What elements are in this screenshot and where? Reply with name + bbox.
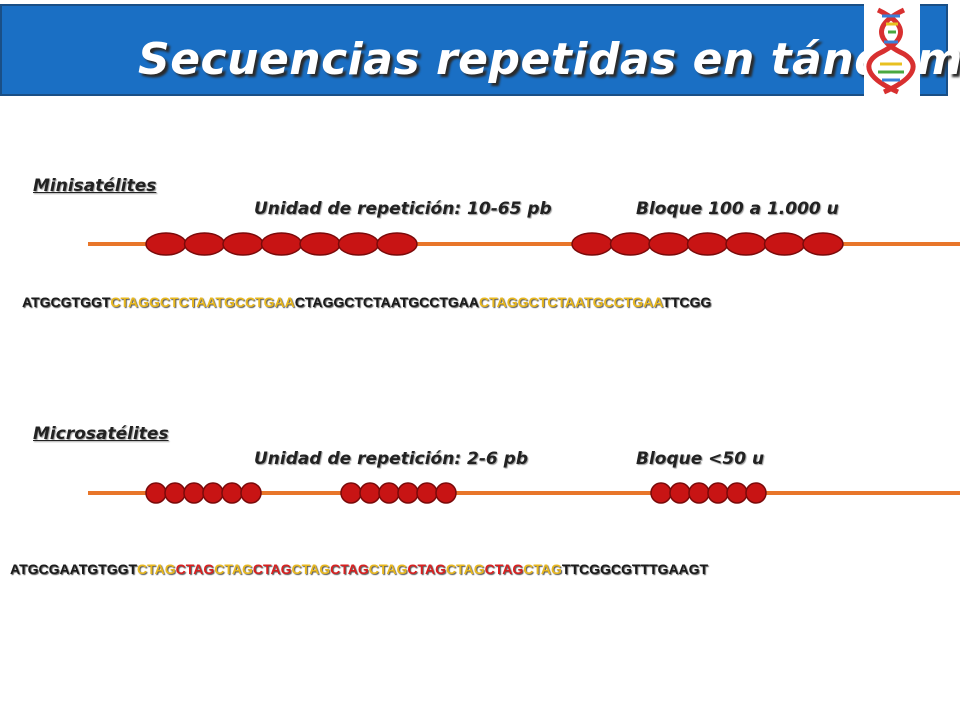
microsatellites-sequence: ATGCGAATGTGGTCTAGCTAGCTAGCTAGCTAGCTAGCTA…: [10, 561, 708, 577]
microsatellites-sequence-segment: CTAG: [484, 561, 524, 577]
microsatellites-repeat-unit: [378, 482, 400, 504]
microsatellites-sequence-segment: CTAG: [214, 561, 253, 577]
microsatellites-repeat-unit: [669, 482, 691, 504]
microsatellites-repeat-unit: [650, 482, 672, 504]
microsatellites-label: Microsatélites: [33, 424, 169, 444]
minisatellites-sequence: ATGCGTGGTCTAGGCTCTAATGCCTGAACTAGGCTCTAAT…: [22, 294, 711, 310]
microsatellites-sequence-segment: CTAG: [252, 561, 292, 577]
microsatellites-repeat-unit: [707, 482, 729, 504]
minisatellites-repeat-unit: [376, 232, 418, 256]
minisatellites-sequence-segment: CTAGGCTCTAATGCCTGAA: [294, 294, 480, 310]
minisatellites-sequence-segment: TTCGG: [662, 294, 712, 310]
minisatellites-block-label: Bloque 100 a 1.000 u: [636, 199, 839, 219]
microsatellites-repeat-unit: [221, 482, 243, 504]
microsatellites-sequence-segment: CTAG: [407, 561, 447, 577]
title-banner: [0, 4, 948, 96]
microsatellites-sequence-segment: CTAG: [330, 561, 369, 577]
dna-helix-icon: [864, 4, 920, 96]
microsatellites-block-label: Bloque <50 u: [636, 449, 765, 469]
page-title: Secuencias repetidas en tándem: [138, 34, 960, 85]
microsatellites-sequence-segment: CTAG: [291, 561, 331, 577]
minisatellites-unit-label: Unidad de repetición: 10-65 pb: [254, 199, 552, 219]
minisatellites-sequence-segment: ATGCGTGGT: [22, 294, 111, 310]
microsatellites-repeat-unit: [397, 482, 419, 504]
microsatellites-repeat-unit: [340, 482, 362, 504]
microsatellites-repeat-unit: [240, 482, 262, 504]
microsatellites-repeat-unit: [359, 482, 381, 504]
microsatellites-repeat-unit: [688, 482, 710, 504]
microsatellites-repeat-unit: [435, 482, 457, 504]
microsatellites-sequence-segment: ATGCGAATGTGGT: [10, 561, 138, 577]
microsatellites-repeat-unit: [183, 482, 205, 504]
microsatellites-repeat-unit: [726, 482, 748, 504]
minisatellites-label: Minisatélites: [33, 176, 157, 196]
microsatellites-repeat-unit: [145, 482, 167, 504]
microsatellites-sequence-segment: TTCGGCGTTTGAAGT: [561, 561, 709, 577]
microsatellites-unit-label: Unidad de repetición: 2-6 pb: [254, 449, 529, 469]
minisatellites-sequence-segment: CTAGGCTCTAATGCCTGAA: [110, 294, 295, 310]
microsatellites-sequence-segment: CTAG: [368, 561, 408, 577]
microsatellites-repeat-unit: [202, 482, 224, 504]
minisatellites-sequence-segment: CTAGGCTCTAATGCCTGAA: [479, 294, 663, 310]
microsatellites-repeat-unit: [745, 482, 767, 504]
microsatellites-sequence-segment: CTAG: [523, 561, 562, 577]
microsatellites-repeat-unit: [164, 482, 186, 504]
microsatellites-sequence-segment: CTAG: [446, 561, 485, 577]
microsatellites-repeat-unit: [416, 482, 438, 504]
microsatellites-sequence-segment: CTAG: [175, 561, 215, 577]
minisatellites-repeat-unit: [802, 232, 844, 256]
microsatellites-sequence-segment: CTAG: [137, 561, 176, 577]
